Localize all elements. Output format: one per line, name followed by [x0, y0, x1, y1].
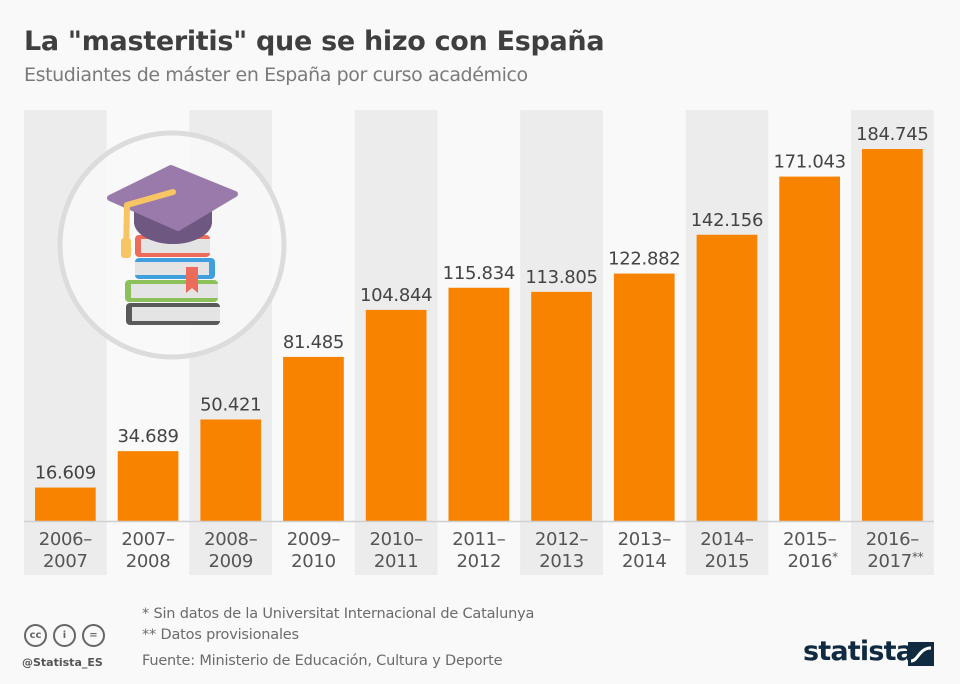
bar[interactable] [696, 234, 758, 521]
bar[interactable] [862, 149, 923, 521]
category-label: 2007 [43, 551, 88, 572]
value-label: 50.421 [200, 394, 261, 415]
chart-subtitle: Estudiantes de máster en España por curs… [24, 64, 528, 86]
bar-chart: 16.609 34.689 50.421 81.485 104.844 115.834 11… [24, 110, 934, 575]
category-label: 2010– [369, 529, 423, 550]
by-icon: i [53, 624, 76, 647]
bar[interactable] [283, 356, 344, 521]
value-label: 104.844 [360, 285, 432, 306]
value-label: 81.485 [283, 332, 344, 353]
category-label: 2006– [39, 529, 93, 550]
category-label: 2013– [618, 529, 672, 550]
category-label: 2014 [622, 551, 667, 572]
category-label: 2014– [700, 529, 754, 550]
value-label: 122.882 [608, 249, 680, 270]
nd-icon: = [82, 624, 105, 647]
bar[interactable] [613, 273, 675, 521]
statista-logo[interactable]: statista [803, 636, 914, 667]
category-label: 2012– [535, 529, 589, 550]
value-label: 34.689 [117, 426, 178, 447]
category-label: 2008– [204, 529, 258, 550]
category-label: 2011– [452, 529, 506, 550]
bar[interactable] [35, 487, 96, 521]
bar[interactable] [779, 176, 840, 522]
category-label: 2009– [287, 529, 341, 550]
category-label: 2015– [783, 529, 837, 550]
category-label: 2015 [705, 551, 750, 572]
value-label: 184.745 [856, 124, 928, 145]
category-label: 2008 [126, 551, 171, 572]
statista-logo-icon [908, 642, 934, 666]
footnote-2: ** Datos provisionales [142, 627, 299, 643]
category-label: 2013 [539, 551, 584, 572]
value-label: 115.834 [443, 263, 515, 284]
value-label: 142.156 [691, 210, 763, 231]
cc-icon: cc [24, 624, 47, 647]
category-label: 2016– [866, 529, 920, 550]
category-label: 2010 [291, 551, 336, 572]
category-label: 2007– [121, 529, 175, 550]
value-label: 16.609 [35, 463, 96, 484]
bar[interactable] [448, 287, 510, 521]
chart-title: La "masteritis" que se hizo con España [24, 26, 605, 57]
bar[interactable] [117, 451, 179, 521]
license-icons: cc i = [24, 624, 105, 647]
statista-handle: @Statista_ES [22, 656, 103, 669]
category-label: 2009 [208, 551, 253, 572]
bar[interactable] [365, 309, 427, 521]
source-note: Fuente: Ministerio de Educación, Cultura… [142, 653, 503, 669]
category-label: 2011 [374, 551, 419, 572]
bar[interactable] [200, 419, 262, 521]
value-label: 113.805 [525, 267, 597, 288]
books-icon [125, 235, 220, 325]
category-label: 2016* [787, 550, 838, 572]
graduation-cap-icon [107, 165, 238, 258]
value-label: 171.043 [773, 152, 845, 173]
footnote-1: * Sin datos de la Universitat Internacio… [142, 606, 535, 622]
category-label: 2017** [867, 550, 923, 572]
category-label: 2012 [457, 551, 502, 572]
bar[interactable] [531, 291, 592, 521]
graduation-books-illustration [57, 130, 287, 360]
